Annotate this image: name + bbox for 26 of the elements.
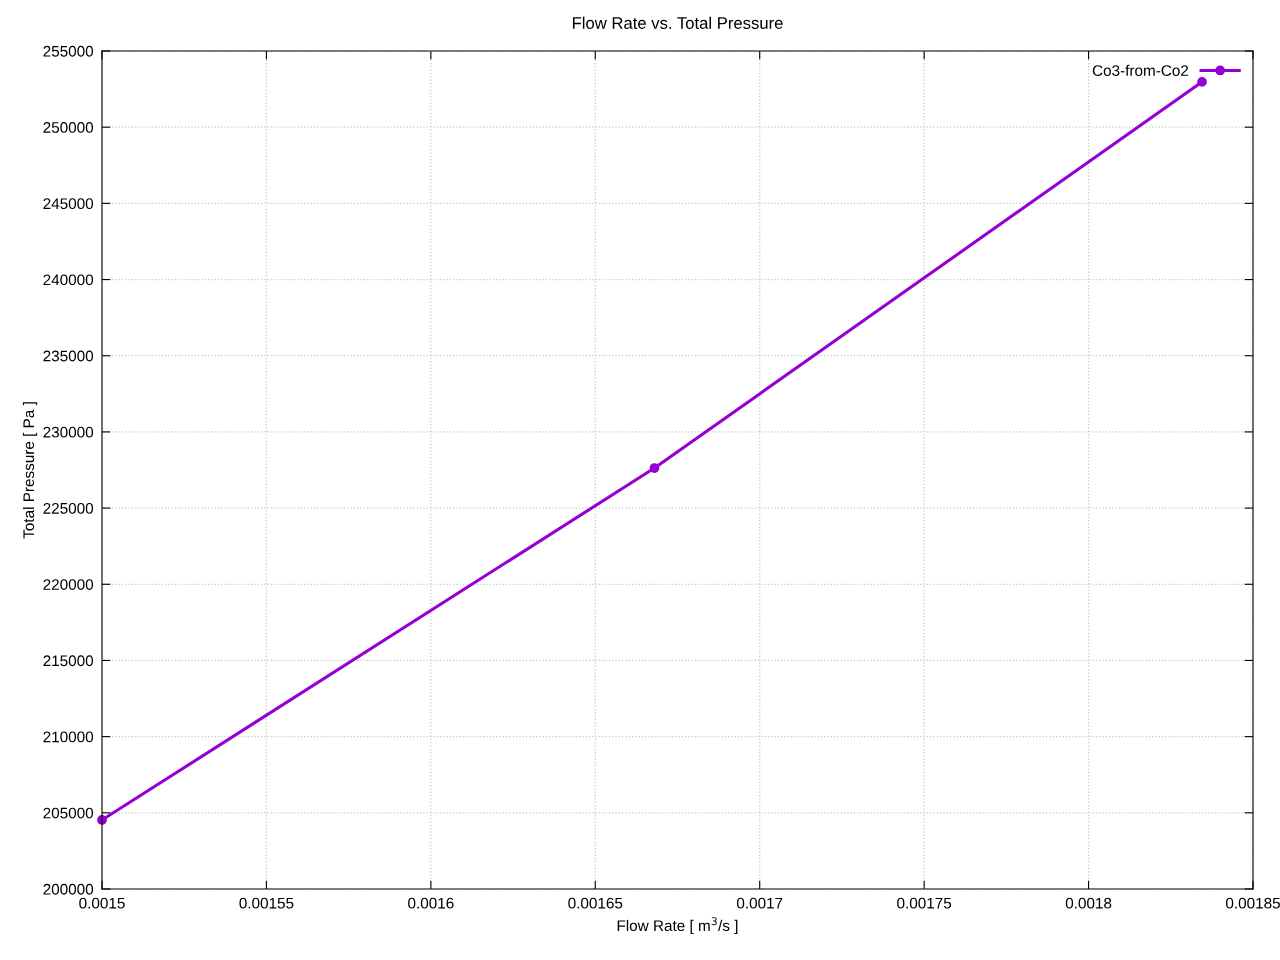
y-tick-label: 235000 — [43, 350, 94, 362]
y-tick-label: 230000 — [43, 426, 94, 438]
y-axis-title: Total Pressure [ Pa ] — [22, 402, 38, 539]
x-tick-label: 0.0016 — [408, 897, 454, 909]
x-axis-title: Flow Rate [ m$^{3}$/s ] — [617, 917, 738, 935]
y-tick-label: 225000 — [43, 502, 94, 514]
legend-label: Co3-from-Co2 — [1092, 64, 1189, 76]
y-tick-label: 210000 — [43, 731, 94, 743]
y-tick-label: 240000 — [43, 274, 94, 286]
x-tick-label: 0.00185 — [1225, 897, 1280, 909]
y-tick-label: 255000 — [43, 45, 94, 57]
y-tick-label: 215000 — [43, 655, 94, 667]
y-tick-label: 205000 — [43, 807, 94, 819]
x-tick-label: 0.0015 — [79, 897, 125, 909]
y-tick-label: 220000 — [43, 579, 94, 590]
y-tick-label: 200000 — [43, 883, 94, 895]
x-tick-label: 0.00165 — [568, 897, 623, 909]
x-tick-label: 0.0018 — [1065, 897, 1112, 909]
chart-title: Flow Rate vs. Total Pressure — [572, 16, 783, 29]
y-tick-label: 245000 — [43, 198, 94, 210]
x-tick-label: 0.00175 — [897, 897, 952, 909]
x-tick-label: 0.00155 — [239, 897, 294, 909]
point — [1197, 77, 1207, 87]
x-tick-label: 0.0017 — [736, 897, 783, 909]
y-tick-label: 250000 — [43, 122, 94, 133]
point — [649, 463, 660, 473]
